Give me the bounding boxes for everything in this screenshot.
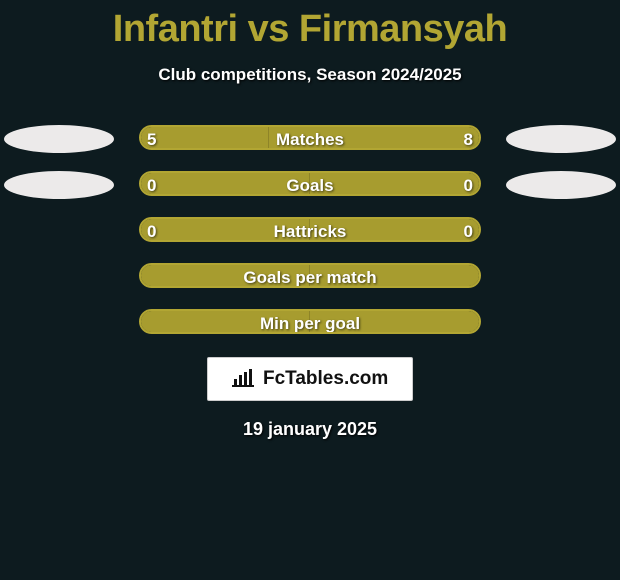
comparison-card: Infantri vs Firmansyah Club competitions…: [0, 0, 620, 580]
stat-bar: 58Matches: [139, 125, 481, 150]
player-right-marker: [506, 125, 616, 153]
stat-bar: 00Goals: [139, 171, 481, 196]
stat-label: Hattricks: [141, 219, 479, 242]
stat-row: 00Goals: [0, 169, 620, 215]
player-left-marker: [4, 171, 114, 199]
stat-row: 00Hattricks: [0, 215, 620, 261]
bar-chart-icon: [232, 368, 263, 389]
player-right-marker: [506, 171, 616, 199]
date-label: 19 january 2025: [0, 419, 620, 440]
stat-bar: Min per goal: [139, 309, 481, 334]
comparison-bars: 58Matches 00Goals 00Hattricks Goals per mat…: [0, 123, 620, 353]
stat-bar: 00Hattricks: [139, 217, 481, 242]
stat-row: Goals per match: [0, 261, 620, 307]
stat-label: Min per goal: [141, 311, 479, 334]
stat-label: Matches: [141, 127, 479, 150]
stat-row: Min per goal: [0, 307, 620, 353]
player-left-marker: [4, 125, 114, 153]
brand-badge: FcTables.com: [207, 357, 414, 401]
stat-label: Goals per match: [141, 265, 479, 288]
stat-bar: Goals per match: [139, 263, 481, 288]
page-subtitle: Club competitions, Season 2024/2025: [0, 65, 620, 85]
page-title: Infantri vs Firmansyah: [0, 0, 620, 51]
brand-text: FcTables.com: [263, 368, 388, 389]
stat-label: Goals: [141, 173, 479, 196]
stat-row: 58Matches: [0, 123, 620, 169]
